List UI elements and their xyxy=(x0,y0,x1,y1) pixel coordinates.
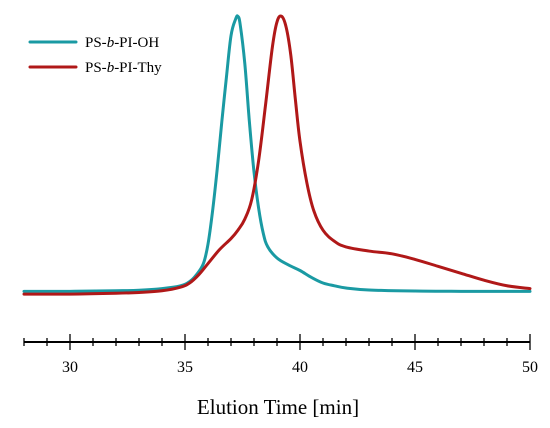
legend-item: PS-b-PI-Thy xyxy=(28,60,162,76)
x-tick-label: 50 xyxy=(522,359,538,376)
x-axis-title: Elution Time [min] xyxy=(197,395,359,419)
legend: PS-b-PI-OH PS-b-PI-Thy xyxy=(28,35,162,76)
series-line-1 xyxy=(22,14,532,293)
x-tick-labels: 30 35 40 45 50 xyxy=(62,359,538,376)
x-axis: 30 35 40 45 50 Elution Time [min] xyxy=(23,334,538,419)
legend-label: PS-b-PI-OH xyxy=(85,35,159,51)
x-ticks xyxy=(23,334,531,350)
plot-lines xyxy=(22,14,532,296)
series-line-2 xyxy=(22,14,532,296)
x-tick-label: 40 xyxy=(292,359,308,376)
legend-item: PS-b-PI-OH xyxy=(28,35,159,51)
legend-label: PS-b-PI-Thy xyxy=(85,60,162,76)
x-tick-label: 30 xyxy=(62,359,78,376)
x-tick-label: 45 xyxy=(407,359,423,376)
x-tick-label: 35 xyxy=(177,359,193,376)
